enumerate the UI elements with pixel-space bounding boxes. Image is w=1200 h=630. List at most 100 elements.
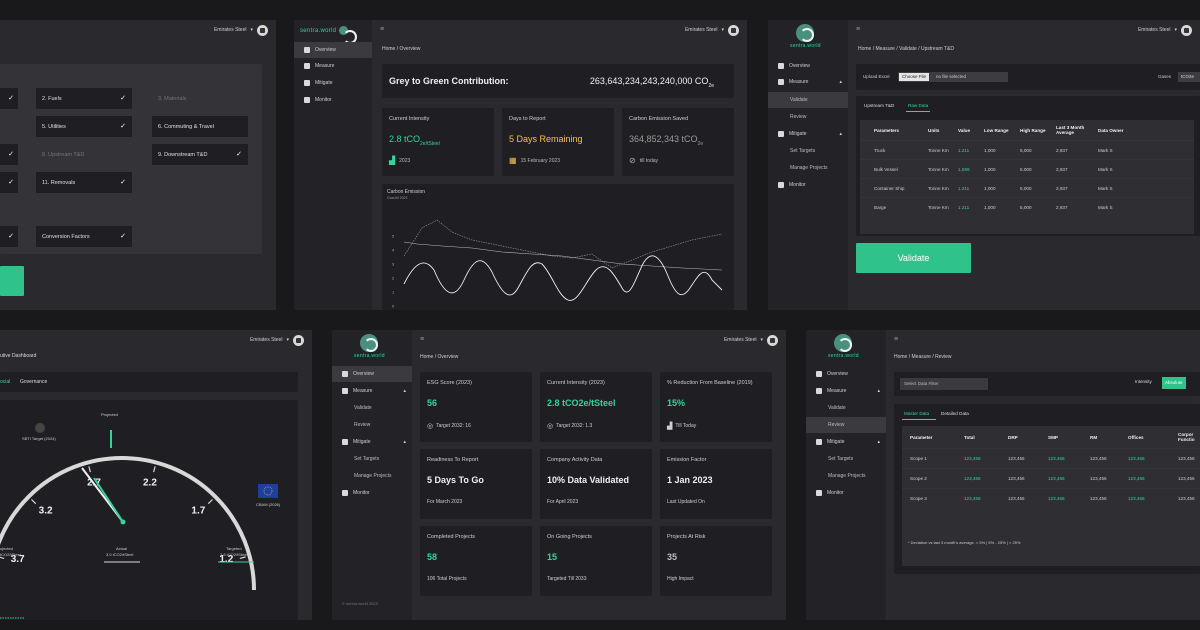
table-cell: 123,456	[964, 455, 981, 461]
category-tile-removals[interactable]: 11. Removals ✓	[36, 172, 132, 193]
company-avatar[interactable]	[728, 24, 739, 36]
table-cell: 2,937	[1056, 185, 1068, 191]
nav-overview[interactable]: Overview	[806, 366, 886, 382]
column-header[interactable]: Corpor Functio	[1178, 432, 1195, 442]
table-row[interactable]: Truck Tonne Km 1.211 1,000 5,000 2,937 Mark S	[860, 140, 1194, 159]
nav-overview[interactable]: Overview	[768, 58, 848, 74]
hamburger-icon[interactable]: ≡	[420, 336, 425, 343]
column-header[interactable]: Value	[958, 127, 971, 133]
table-row[interactable]: Scope 2 123,456 123,456 123,456 123,456 123,4…	[902, 468, 1200, 487]
column-header[interactable]: Offices	[1128, 434, 1144, 440]
hamburger-icon[interactable]: ≡	[856, 26, 861, 33]
nav-overview[interactable]: Overview	[294, 42, 372, 58]
category-tile-partial[interactable]	[0, 116, 18, 137]
validate-button[interactable]: Validate	[856, 243, 971, 273]
nav-measure[interactable]: Measure ▴	[806, 383, 886, 399]
table-row[interactable]: Barge Tonne Km 1.211 1,000 5,000 2,937 Mark S	[860, 197, 1194, 216]
table-row[interactable]: Container Ship Tonne Km 1.211 1,000 5,000 2,9…	[860, 178, 1194, 197]
column-header[interactable]: Low Range	[984, 127, 1009, 133]
tab-detailed-data[interactable]: Detailed Data	[941, 411, 969, 416]
chevron-down-icon[interactable]: ▾	[721, 27, 724, 33]
data-filter-select[interactable]: Select Data Filter	[900, 378, 988, 390]
column-header[interactable]: Units	[928, 127, 940, 133]
hamburger-icon[interactable]: ≡	[894, 336, 899, 343]
nav-manage-projects[interactable]: Manage Projects	[828, 473, 866, 479]
column-header[interactable]: RM	[1090, 434, 1098, 440]
category-tile-partial[interactable]: ✓	[0, 172, 18, 193]
category-tile-utilities[interactable]: 5. Utilities ✓	[36, 116, 132, 137]
category-tile-partial[interactable]: ✓	[0, 226, 18, 247]
tab-social[interactable]: ocial	[0, 379, 11, 385]
column-header[interactable]: Parameter	[910, 434, 933, 440]
category-tile-partial[interactable]: ✓	[0, 144, 18, 165]
column-header[interactable]: Total	[964, 434, 975, 440]
column-header[interactable]: Last 3 Month Average	[1056, 125, 1085, 135]
headline-value: 263,643,234,243,240,000 CO2e	[589, 76, 714, 89]
chevron-down-icon[interactable]: ▾	[286, 337, 289, 343]
company-avatar[interactable]	[1181, 24, 1192, 36]
toggle-absolute[interactable]: Absolute	[1162, 377, 1186, 389]
nav-measure[interactable]: Measure ▴	[332, 383, 412, 399]
chevron-down-icon[interactable]: ▾	[1174, 27, 1177, 33]
tab-raw-data[interactable]: Raw Data	[908, 103, 929, 108]
tab-master-data[interactable]: Master Data	[904, 411, 930, 416]
tab-governance[interactable]: Governance	[20, 379, 48, 385]
table-cell: Bulk Vessel	[874, 166, 898, 172]
tab-upstream[interactable]: Upstream T&D	[864, 103, 895, 108]
kpi-sub: 106 Total Projects	[427, 576, 467, 582]
nav-mitigate[interactable]: Mitigate ▴	[332, 434, 412, 450]
table-row[interactable]: Bulk Vessel Tonne Km 1,599 1,000 5,000 2,937 M…	[860, 159, 1194, 178]
nav-monitor[interactable]: Monitor	[768, 177, 848, 193]
category-tile-conversion[interactable]: Conversion Factors ✓	[36, 226, 132, 247]
nav-monitor[interactable]: Monitor	[806, 485, 886, 501]
check-icon: ✓	[120, 233, 126, 240]
nav-manage-projects[interactable]: Manage Projects	[790, 165, 828, 171]
category-tile-fuels[interactable]: 2. Fuels ✓	[36, 88, 132, 109]
hamburger-icon[interactable]: ≡	[380, 26, 385, 33]
table-header-row: Parameter Total DRP SMP RM Offices Corpor Func…	[902, 426, 1200, 448]
nav-monitor[interactable]: Monitor	[294, 92, 372, 108]
category-tile-commuting[interactable]: 6. Commuting & Travel	[152, 116, 248, 137]
nav-validate[interactable]: Validate	[354, 405, 372, 411]
table-cell: 123,456	[964, 495, 981, 501]
column-header[interactable]: Data Owner	[1098, 127, 1124, 133]
nav-measure[interactable]: Measure ▴	[768, 74, 848, 90]
category-tile-upstream[interactable]: 8. Upstream T&D	[36, 144, 132, 165]
next-button-partial[interactable]	[0, 266, 24, 296]
nav-mitigate[interactable]: Mitigate ▴	[768, 126, 848, 142]
column-header[interactable]: SMP	[1048, 434, 1058, 440]
category-tile-materials[interactable]: 3. Materials	[152, 88, 248, 109]
gases-select[interactable]: tCO2e	[1178, 72, 1200, 82]
nav-set-targets[interactable]: Set Targets	[354, 456, 380, 462]
company-avatar[interactable]	[257, 24, 268, 36]
nav-monitor[interactable]: Monitor	[332, 485, 412, 501]
table-row[interactable]: Scope 3 123,456 123,456 123,456 123,456 123,4…	[902, 488, 1200, 507]
nav-measure[interactable]: Measure	[294, 58, 372, 74]
nav-review[interactable]: Review	[354, 422, 371, 428]
column-header[interactable]: DRP	[1008, 434, 1018, 440]
chevron-up-icon: ▴	[839, 79, 842, 85]
choose-file-button[interactable]: Choose File	[899, 73, 930, 81]
nav-overview[interactable]: Overview	[332, 366, 412, 382]
nav-mitigate[interactable]: Mitigate	[294, 75, 372, 91]
category-tile-downstream[interactable]: 9. Downstream T&D ✓	[152, 144, 248, 165]
chevron-down-icon[interactable]: ▾	[760, 337, 763, 343]
chevron-down-icon[interactable]: ▾	[250, 27, 253, 33]
nav-validate[interactable]: Validate	[768, 92, 848, 108]
column-header[interactable]: Parameters	[874, 127, 900, 133]
nav-mitigate[interactable]: Mitigate ▴	[806, 434, 886, 450]
table-row[interactable]: Scope 1 123,456 123,456 123,456 123,456 123,4…	[902, 448, 1200, 467]
category-tile-partial[interactable]: ✓	[0, 88, 18, 109]
nav-set-targets[interactable]: Set Targets	[828, 456, 854, 462]
nav-review[interactable]: Review	[806, 417, 886, 433]
nav-validate[interactable]: Validate	[828, 405, 846, 411]
file-input[interactable]	[898, 72, 1008, 82]
company-avatar[interactable]	[767, 334, 778, 346]
company-avatar[interactable]	[293, 334, 304, 346]
nav-review[interactable]: Review	[790, 114, 807, 120]
toggle-intensity[interactable]: Intensity	[1135, 379, 1152, 384]
nav-set-targets[interactable]: Set Targets	[790, 148, 816, 154]
kpi-value: 56	[427, 398, 438, 408]
nav-manage-projects[interactable]: Manage Projects	[354, 473, 392, 479]
column-header[interactable]: High Range	[1020, 127, 1046, 133]
